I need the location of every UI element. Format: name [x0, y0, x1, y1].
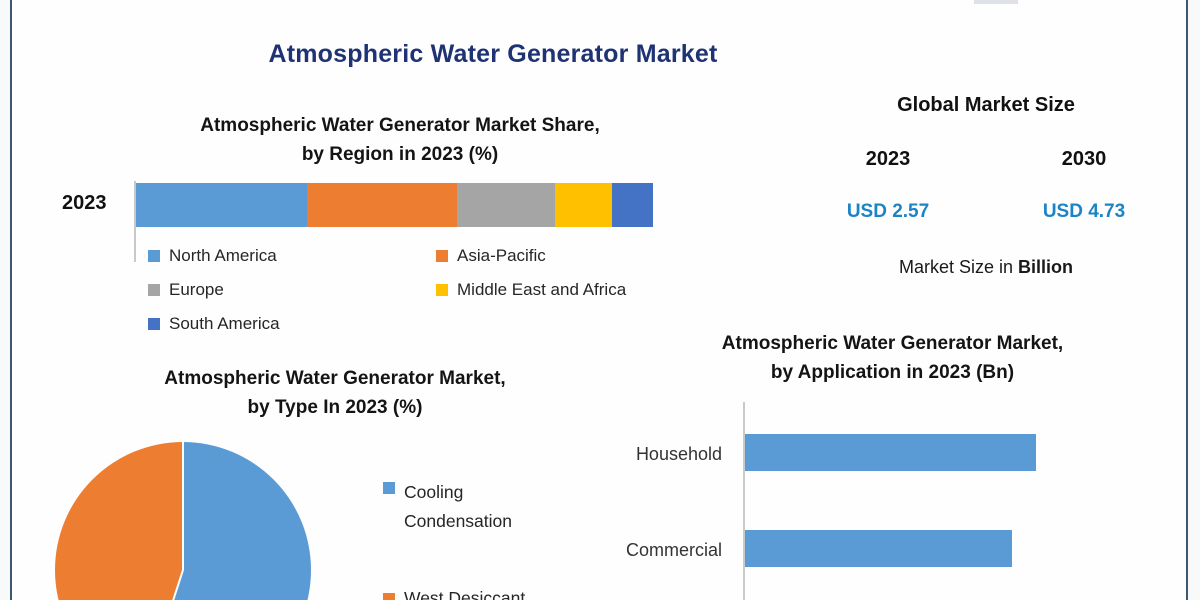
region-chart-title-line2: by Region in 2023 (%) [301, 144, 499, 165]
legend-item-middle-east-and-africa: Middle East and Africa [436, 280, 678, 300]
legend-marker [148, 250, 160, 262]
region-chart-title: Atmospheric Water Generator Market Share… [130, 111, 670, 169]
legend-item-europe: Europe [148, 280, 436, 300]
region-chart-axis-label: 2023 [62, 192, 107, 214]
region-segment-south-america [611, 183, 653, 227]
market-size-footnote: Market Size in Billion [790, 257, 1182, 278]
application-chart-axis-line [743, 402, 745, 600]
application-category-label-commercial: Commercial [625, 540, 722, 560]
market-size-year-2023: 2023 [865, 148, 911, 170]
page-title: Atmospheric Water Generator Market [268, 40, 718, 68]
cooling-condensation-legend-label: Cooling Condensation [404, 482, 512, 531]
region-segment-asia-pacific [306, 183, 457, 227]
legend-item-asia-pacific: Asia-Pacific [436, 246, 678, 266]
legend-label: North America [169, 246, 277, 265]
cropped-logo-fragment [974, 0, 1018, 4]
application-chart-title-line2: by Application in 2023 (Bn) [770, 362, 1015, 383]
market-size-footnote-unit: Billion [1018, 257, 1074, 277]
application-bar-commercial [745, 530, 1012, 567]
region-chart-legend: North America Asia-Pacific Europe Middle Ea… [148, 246, 678, 334]
legend-marker [436, 250, 448, 262]
legend-item-south-america: South America [148, 314, 436, 334]
legend-label: South America [169, 314, 280, 333]
application-chart-title-line1: Atmospheric Water Generator Market, [721, 333, 1064, 354]
type-chart-title-line1: Atmospheric Water Generator Market, [164, 368, 506, 389]
region-stacked-bar [136, 183, 653, 227]
global-market-size-panel: Global Market Size 2023 2030 USD 2.57 US… [790, 94, 1182, 278]
market-size-footnote-prefix: Market Size in [898, 257, 1019, 277]
application-bar-household [745, 434, 1036, 471]
region-chart-axis-line [134, 181, 136, 262]
legend-marker [148, 284, 160, 296]
legend-label: Middle East and Africa [457, 280, 627, 299]
type-chart-title: Atmospheric Water Generator Market, by T… [60, 364, 610, 422]
west-desiccant-legend-marker [383, 592, 395, 600]
global-market-size-title: Global Market Size [897, 94, 1075, 116]
type-chart-title-line2: by Type In 2023 (%) [247, 397, 423, 418]
application-chart-title: Atmospheric Water Generator Market, by A… [645, 329, 1140, 387]
region-segment-middle-east-and-africa [554, 183, 612, 227]
region-segment-europe [456, 183, 555, 227]
right-border-line [1186, 0, 1188, 600]
pie-slice-divider [182, 442, 184, 570]
region-segment-north-america [136, 183, 307, 227]
pie-legend-west-desiccant: West Desiccant [383, 584, 525, 600]
market-size-year-2030: 2030 [1061, 148, 1107, 170]
west-desiccant-legend-label: West Desiccant [404, 588, 526, 600]
legend-label: Asia-Pacific [457, 246, 546, 265]
left-border-line [10, 0, 12, 600]
legend-label: Europe [169, 280, 224, 299]
pie-legend-cooling-condensation: Cooling Condensation [383, 478, 512, 536]
market-size-value-2023: USD 2.57 [846, 201, 930, 222]
application-category-label-household: Household [635, 444, 722, 464]
region-chart-title-line1: Atmospheric Water Generator Market Share… [200, 115, 600, 136]
market-size-value-2030: USD 4.73 [1042, 201, 1126, 222]
cooling-condensation-legend-marker [383, 482, 395, 494]
legend-marker [436, 284, 448, 296]
legend-item-north-america: North America [148, 246, 436, 266]
legend-marker [148, 318, 160, 330]
